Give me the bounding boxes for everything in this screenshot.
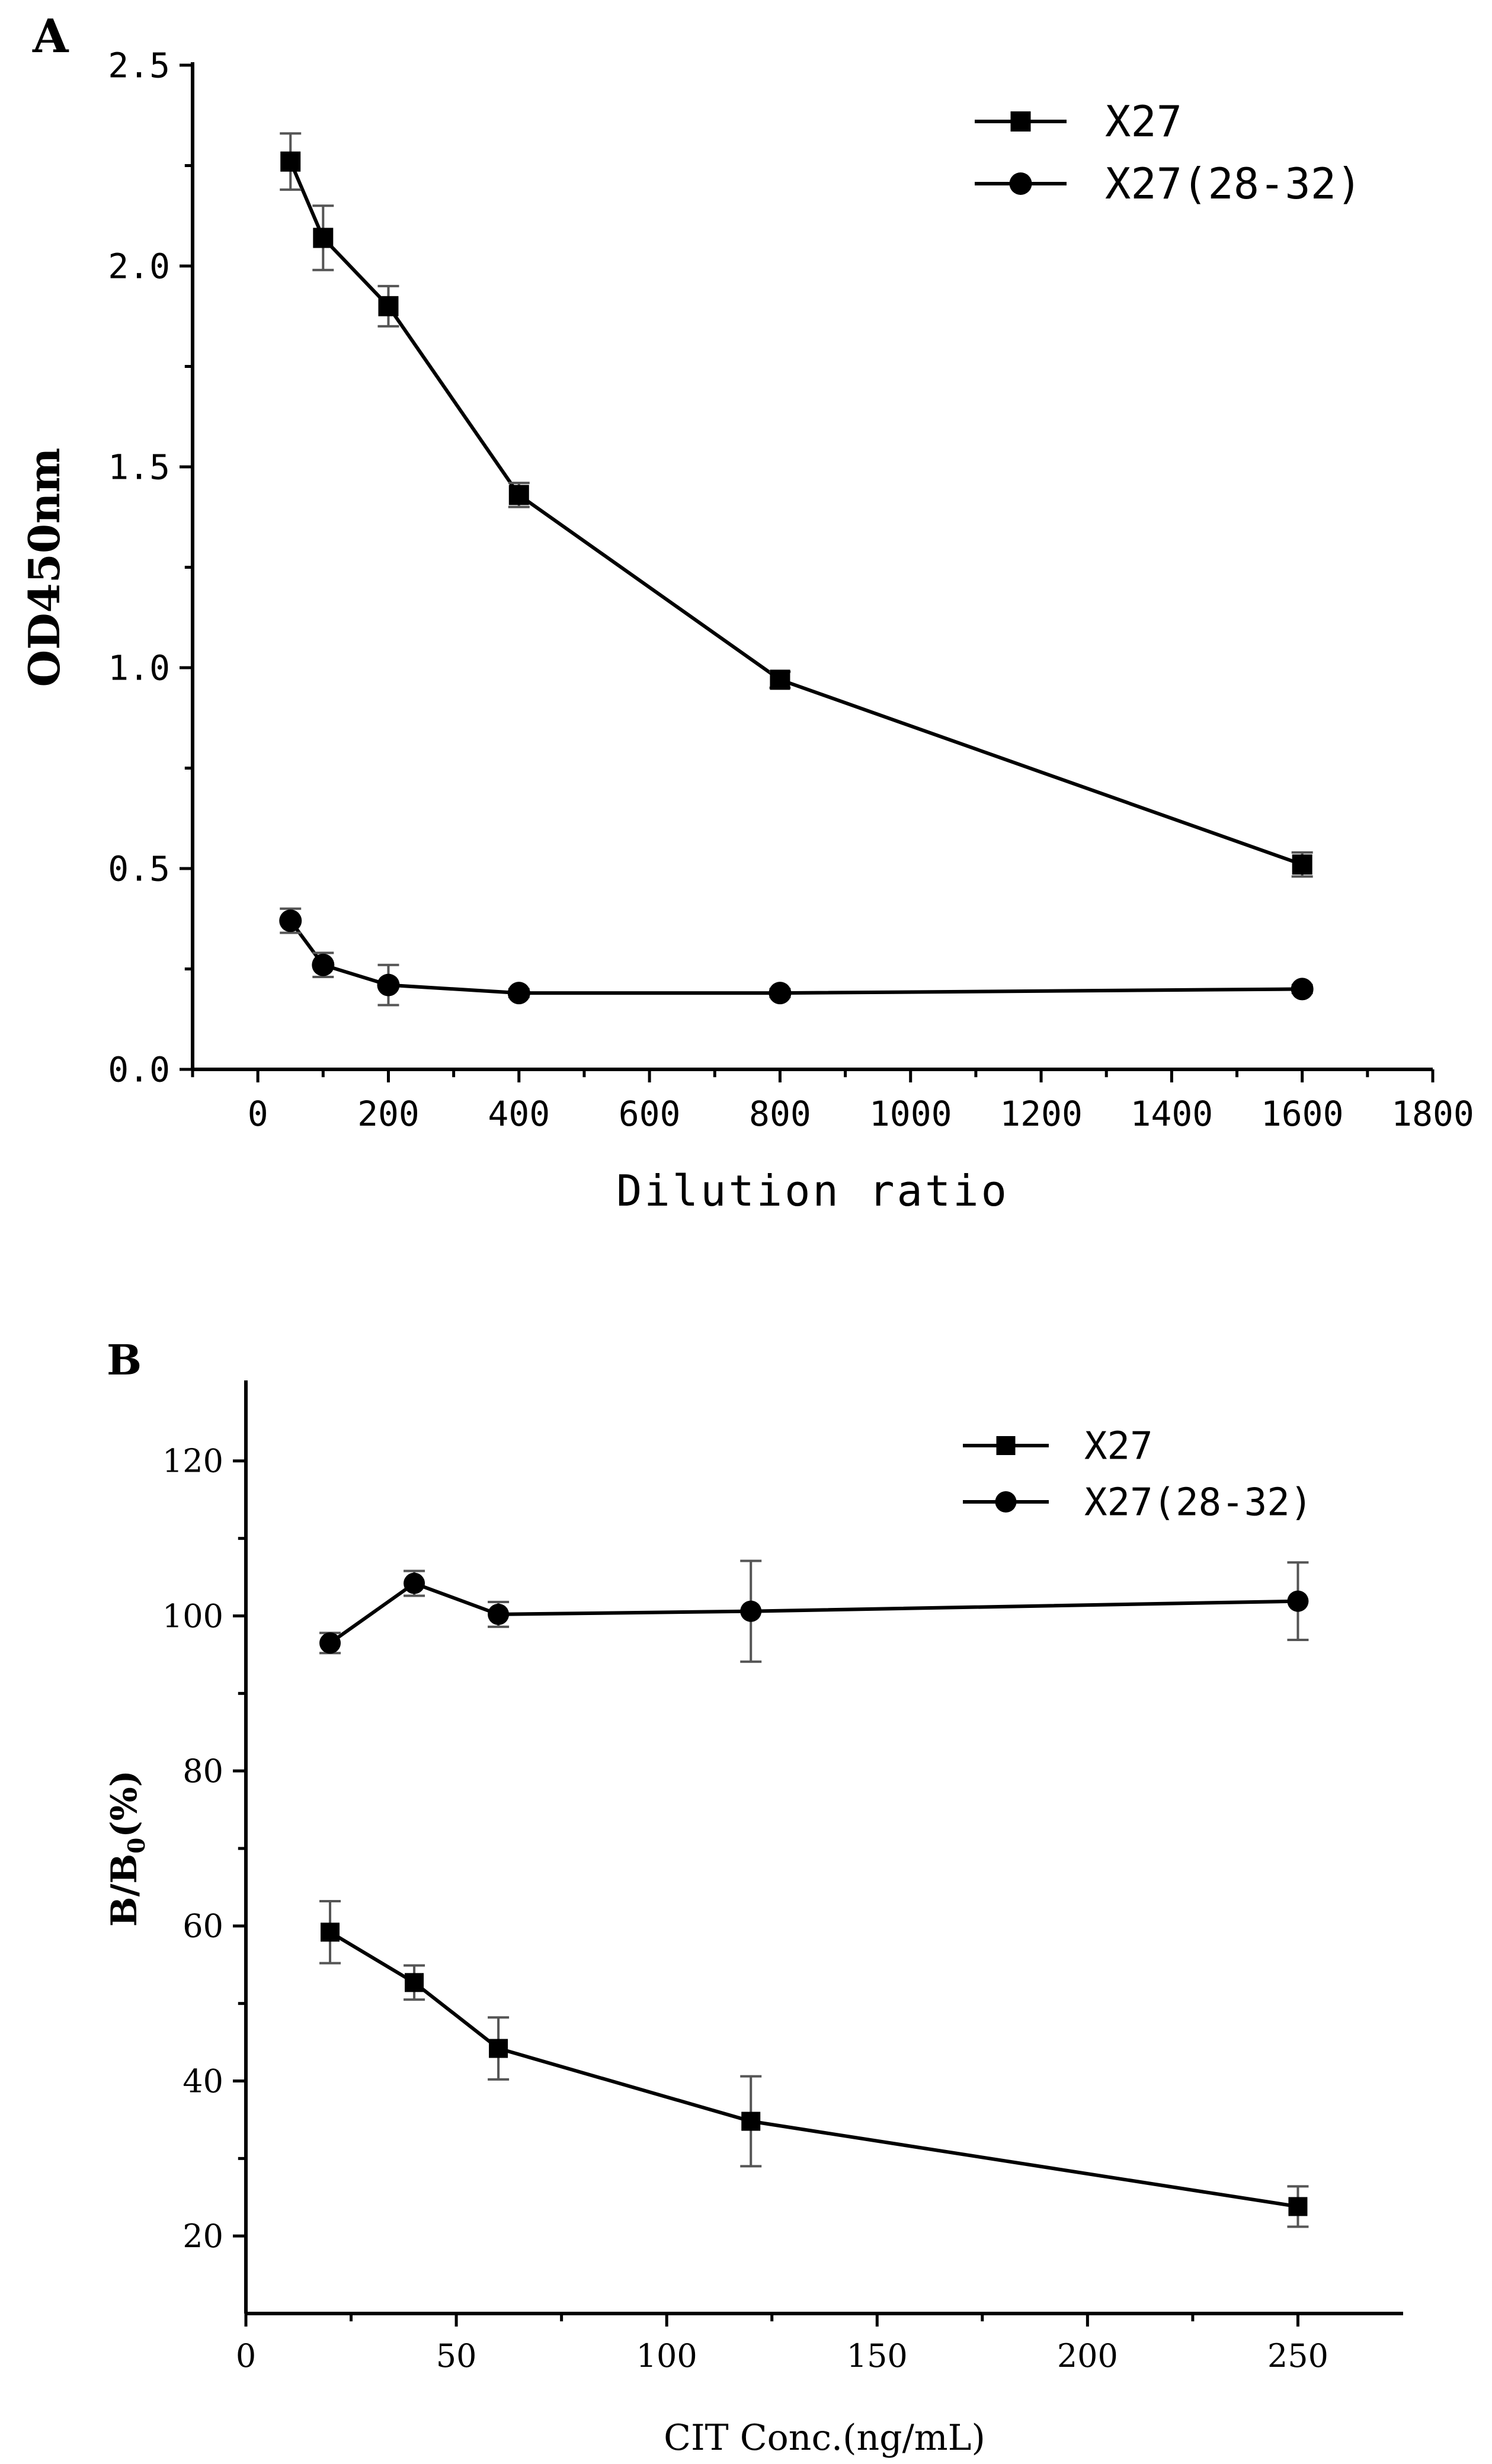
series-line: [329, 1930, 1298, 2209]
legend-label: X27(28-32): [1105, 159, 1362, 209]
x-tick-label: 400: [488, 1094, 550, 1134]
x-tick-label: 1000: [869, 1094, 952, 1134]
series-x27: [319, 1899, 1309, 2228]
y-tick-label: 1.5: [108, 447, 170, 487]
data-point: [279, 909, 302, 933]
panel-label: A: [32, 9, 69, 63]
x-tick-label: 1600: [1261, 1094, 1344, 1134]
legend-entry: X27: [975, 97, 1182, 146]
y-tick-label: 2.0: [108, 246, 170, 286]
y-tick-label: 0.0: [108, 1049, 170, 1090]
legend-entry: X27: [963, 1424, 1153, 1468]
data-point: [1292, 854, 1312, 875]
y-tick-label: 100: [162, 1597, 223, 1635]
data-point: [1287, 1590, 1309, 1612]
y-tick-label: 2.5: [108, 45, 170, 85]
y-axis-label-tail: (%): [104, 1770, 145, 1838]
x-tick-label: 250: [1267, 2337, 1328, 2375]
data-point: [740, 1600, 762, 1622]
x-tick-label: 1400: [1131, 1094, 1214, 1134]
x-axis-label: CIT Conc.(ng/mL): [664, 2417, 985, 2459]
x-tick-label: 800: [749, 1094, 811, 1134]
data-point: [770, 669, 790, 690]
chart-panel-a: A 0 200 400 600 800 1000 1200 1400 1600 1800 0.0 0.5…: [19, 9, 1474, 1216]
data-point: [378, 296, 399, 316]
data-point: [312, 953, 335, 976]
series-x27-28-32: [279, 907, 1314, 1007]
x-tick-label: 1800: [1391, 1094, 1474, 1134]
legend-label: X27: [1084, 1424, 1153, 1468]
series-x27-28-32: [319, 1559, 1309, 1663]
x-tick-label: 1200: [1000, 1094, 1083, 1134]
y-tick-label: 40: [183, 2062, 223, 2100]
data-point: [377, 973, 400, 997]
legend-marker: [996, 1436, 1016, 1455]
data-point: [489, 2039, 508, 2058]
data-point: [507, 982, 530, 1005]
legend-marker: [995, 1491, 1017, 1513]
x-tick-label: 150: [847, 2337, 908, 2375]
y-tick-label: 80: [183, 1752, 223, 1790]
y-axis-label-subscript: 0: [123, 1838, 151, 1854]
data-point: [1288, 2197, 1308, 2216]
chart-panel-b: B 0 50 100 150 200 250 20 40 60 80 100 120 CIT Conc.(…: [104, 1335, 1403, 2459]
y-tick-label: 20: [183, 2218, 223, 2255]
data-point: [405, 1973, 424, 1992]
legend-label: X27: [1105, 97, 1182, 146]
series-line: [289, 919, 1302, 995]
x-tick-label: 0: [236, 2337, 256, 2375]
series-line: [329, 1581, 1298, 1645]
legend-entry: X27(28-32): [963, 1481, 1312, 1524]
x-tick-label: 100: [636, 2337, 697, 2375]
y-tick-label: 120: [162, 1443, 223, 1480]
data-point: [404, 1572, 425, 1594]
x-axis-label: Dilution ratio: [616, 1166, 1009, 1216]
x-tick-label: 200: [357, 1094, 420, 1134]
x-tick-label: 0: [248, 1094, 268, 1134]
x-tick-label: 50: [436, 2337, 477, 2375]
panel-label: B: [107, 1335, 142, 1385]
y-tick-label: 0.5: [108, 848, 170, 889]
data-point: [508, 485, 529, 505]
y-tick-label: 1.0: [108, 648, 170, 688]
data-point: [319, 1632, 341, 1654]
legend-entry: X27(28-32): [975, 159, 1362, 209]
data-point: [313, 228, 334, 248]
data-point: [488, 1603, 510, 1625]
x-tick-label: 600: [619, 1094, 681, 1134]
legend-marker: [1009, 172, 1032, 195]
y-axis-label: OD450nm: [19, 448, 69, 687]
y-tick-label: 60: [183, 1908, 223, 1945]
data-point: [321, 1923, 340, 1942]
y-axis-label-main: B/B: [104, 1854, 145, 1927]
y-axis-label: B/B0(%): [104, 1770, 151, 1927]
legend-marker: [1010, 111, 1031, 132]
legend-label: X27(28-32): [1084, 1481, 1312, 1524]
series-x27: [280, 132, 1313, 878]
series-line: [289, 161, 1303, 867]
data-point: [769, 982, 792, 1005]
data-point: [741, 2111, 761, 2131]
x-tick-label: 200: [1057, 2337, 1118, 2375]
data-point: [280, 151, 301, 172]
data-point: [1291, 978, 1314, 1001]
